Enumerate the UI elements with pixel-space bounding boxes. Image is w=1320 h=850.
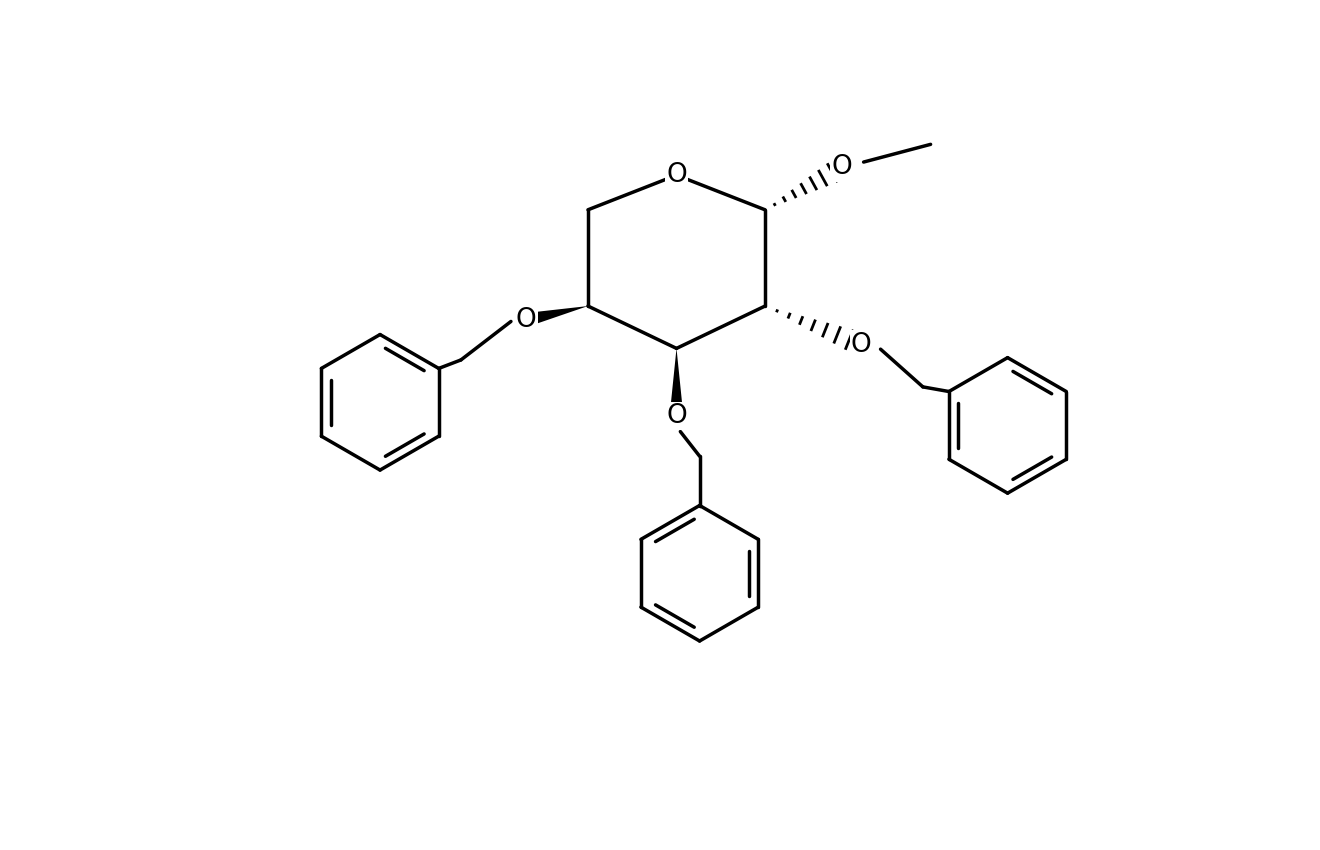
Text: O: O xyxy=(667,403,686,429)
Text: O: O xyxy=(832,155,853,180)
Text: O: O xyxy=(851,332,871,358)
Polygon shape xyxy=(525,306,587,326)
Text: O: O xyxy=(516,307,537,333)
Text: O: O xyxy=(667,162,686,188)
Polygon shape xyxy=(669,348,684,416)
